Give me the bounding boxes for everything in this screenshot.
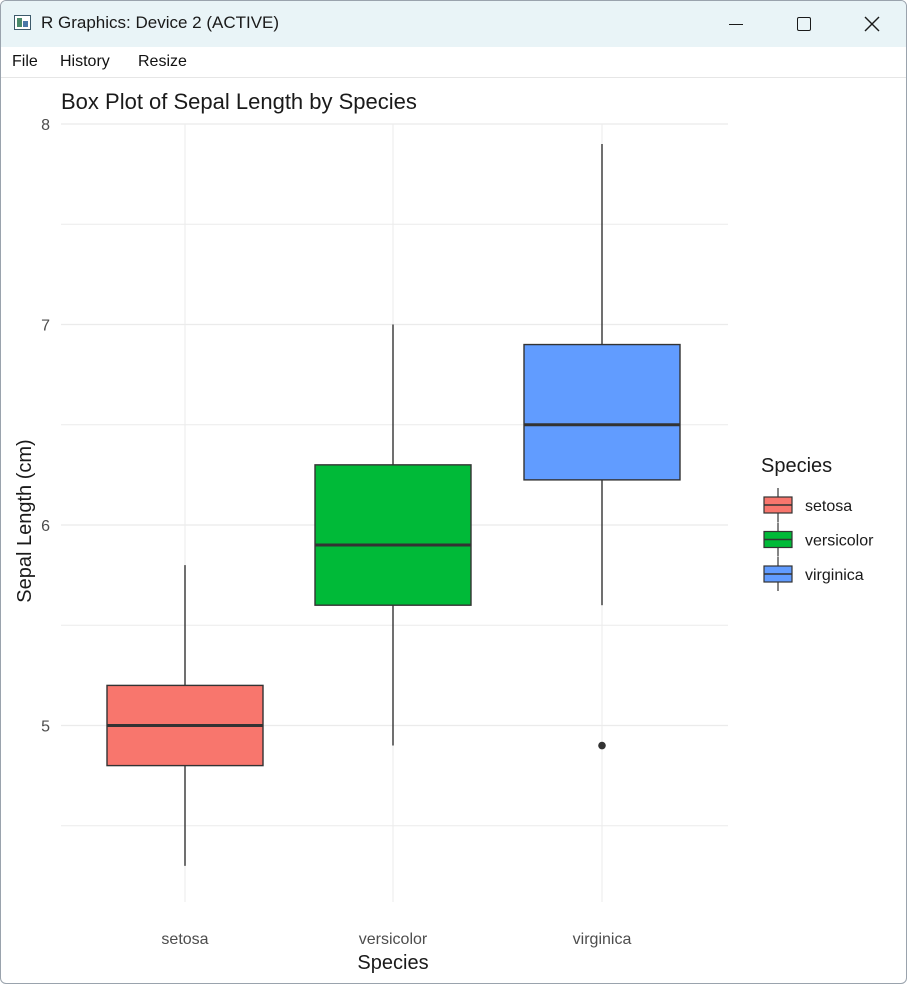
window-title: R Graphics: Device 2 (ACTIVE)	[41, 13, 280, 32]
maximize-icon	[797, 17, 811, 31]
minimize-icon	[729, 23, 743, 25]
legend-label-virginica: virginica	[805, 567, 864, 584]
axis-layer: 5 6 7 8 setosa versicolor virginica	[41, 117, 631, 948]
y-tick-label-3: 8	[41, 117, 50, 134]
y-axis-title: Sepal Length (cm)	[14, 439, 36, 602]
x-tick-label-virginica: virginica	[573, 931, 632, 948]
legend-item-setosa: setosa	[763, 488, 852, 522]
y-tick-label-2: 7	[41, 318, 50, 335]
close-button[interactable]	[837, 1, 906, 47]
legend: Species setosa versicolor virginica	[761, 455, 874, 591]
plot-area: 5 6 7 8 setosa versicolor virginica Box Plot o…	[1, 78, 906, 983]
legend-title: Species	[761, 455, 832, 477]
maximize-button[interactable]	[769, 1, 839, 47]
close-icon	[864, 16, 880, 32]
legend-item-virginica: virginica	[763, 557, 864, 591]
x-tick-label-versicolor: versicolor	[359, 931, 428, 948]
box-plot-chart: 5 6 7 8 setosa versicolor virginica Box Plot o…	[14, 89, 874, 974]
box-versicolor	[314, 324, 472, 746]
app-icon	[14, 15, 31, 30]
legend-label-versicolor: versicolor	[805, 533, 874, 550]
y-tick-label-1: 6	[41, 518, 50, 535]
menu-bar: File History Resize	[1, 47, 906, 78]
box-layer	[106, 144, 681, 866]
y-tick-label-0: 5	[41, 719, 50, 736]
menu-file[interactable]: File	[12, 53, 38, 70]
legend-item-versicolor: versicolor	[763, 522, 874, 557]
menu-history[interactable]: History	[60, 53, 110, 70]
legend-items: setosa versicolor virginica	[763, 488, 874, 591]
chart-title: Box Plot of Sepal Length by Species	[61, 89, 417, 114]
box-virginica	[523, 144, 681, 750]
outlier-point-virginica-0	[598, 741, 606, 750]
box-rect-versicolor	[314, 464, 472, 606]
box-setosa	[106, 565, 264, 866]
x-axis-title: Species	[357, 952, 428, 974]
menu-resize[interactable]: Resize	[138, 53, 187, 70]
title-bar[interactable]: R Graphics: Device 2 (ACTIVE)	[1, 1, 906, 47]
minimize-button[interactable]	[701, 1, 771, 47]
box-rect-virginica	[523, 343, 681, 481]
x-tick-label-setosa: setosa	[161, 931, 208, 948]
legend-label-setosa: setosa	[805, 498, 852, 515]
